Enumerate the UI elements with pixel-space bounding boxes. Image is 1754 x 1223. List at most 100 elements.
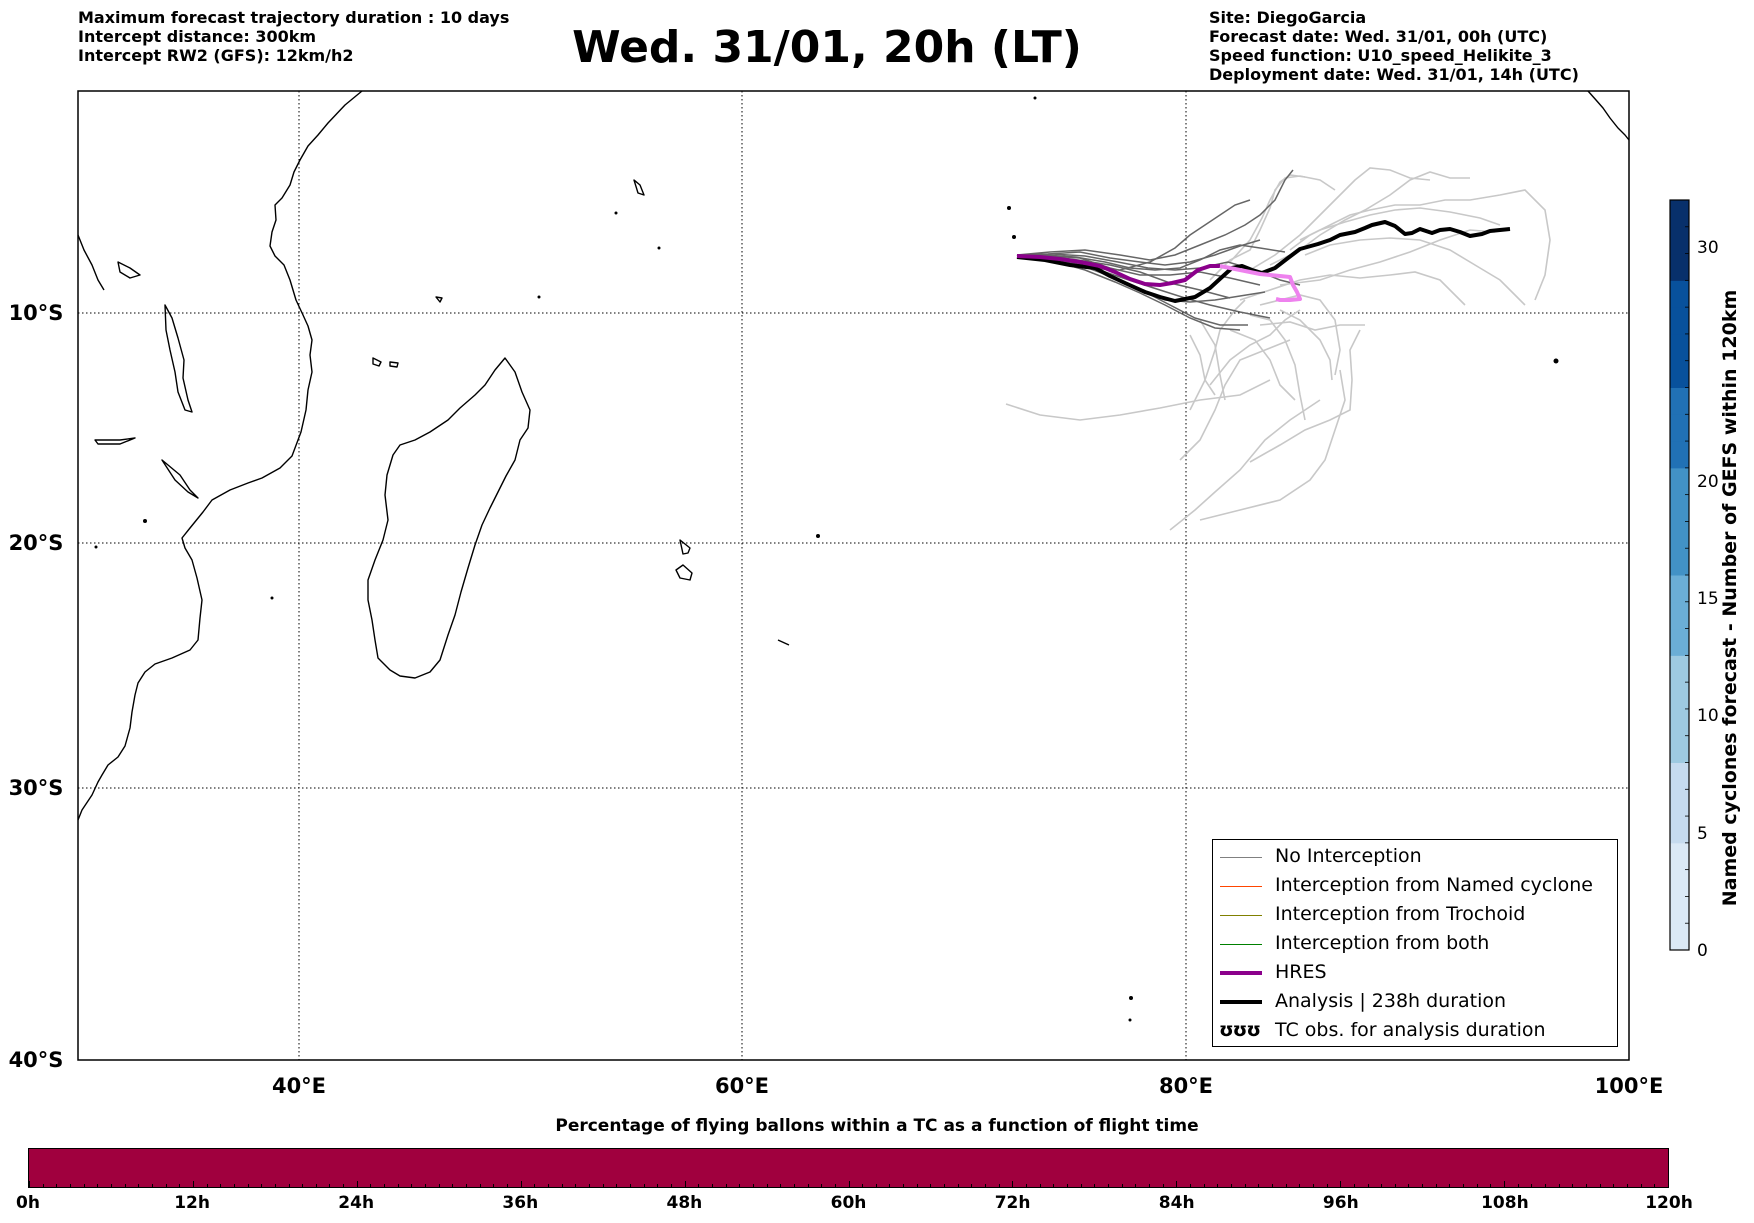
- colorbar-segment: [1670, 414, 1689, 442]
- colorbar-segment: [1670, 842, 1689, 871]
- legend-label: Interception from Named cyclone: [1275, 874, 1593, 896]
- hres-trajectory: [1016, 254, 1220, 287]
- colorbar-segment: [1670, 253, 1689, 281]
- colorbar-minor-tick: [1545, 1184, 1547, 1187]
- colorbar-minor-tick: [397, 1184, 399, 1187]
- colorbar-segment: [1670, 869, 1689, 897]
- legend-swatch: [1220, 971, 1262, 975]
- colorbar-minor-tick: [1217, 1184, 1219, 1187]
- colorbar-minor-tick: [629, 1184, 631, 1187]
- colorbar-tick-10: 10: [1697, 706, 1719, 726]
- colorbar-minor-tick: [247, 1184, 249, 1187]
- ensemble-track: [1229, 174, 1306, 263]
- lon-label-60e: 60°E: [715, 1074, 769, 1098]
- colorbar-minor-tick: [1067, 1184, 1069, 1187]
- colorbar-minor-tick: [151, 1184, 153, 1187]
- colorbar-minor-tick: [507, 1184, 509, 1187]
- colorbar-minor-tick: [110, 1184, 112, 1187]
- island-amirante-1: [614, 211, 618, 215]
- colorbar-minor-tick: [274, 1184, 276, 1187]
- colorbar-tick-15: 15: [1697, 589, 1719, 609]
- colorbar-minor-tick: [233, 1184, 235, 1187]
- lon-label-100e: 100°E: [1595, 1074, 1664, 1098]
- colorbar-minor-tick: [670, 1184, 672, 1187]
- colorbar-minor-tick: [575, 1184, 577, 1187]
- flight-time-tick-label: 48h: [666, 1193, 703, 1213]
- lake-malawi: [164, 304, 193, 413]
- colorbar-minor-tick: [1394, 1184, 1396, 1187]
- colorbar-segment: [1670, 307, 1689, 335]
- flight-time-tick-label: 96h: [1322, 1193, 1359, 1213]
- ensemble-track: [1189, 299, 1246, 411]
- colorbar-tick-0: 0: [1697, 941, 1708, 961]
- island-maldives-2: [1007, 206, 1011, 210]
- named-cyclones-colorbar: 0 5 10 15 20 30 Named cyclones forecast …: [1669, 199, 1741, 961]
- colorbar-minor-tick: [1026, 1184, 1028, 1187]
- colorbar-minor-tick: [930, 1184, 932, 1187]
- colorbar-minor-tick: [944, 1184, 946, 1187]
- legend-label: Analysis | 238h duration: [1275, 990, 1507, 1012]
- rodrigues-islands: [777, 639, 790, 646]
- ensemble-track: [1299, 207, 1501, 241]
- colorbar-minor-tick: [807, 1184, 809, 1187]
- colorbar-minor-tick: [1012, 1181, 1014, 1187]
- colorbar-minor-tick: [42, 1184, 44, 1187]
- colorbar-minor-tick: [1408, 1184, 1410, 1187]
- no-interception-track: [1016, 169, 1294, 261]
- legend-swatch: [1220, 1000, 1262, 1004]
- colorbar-segments: [1670, 200, 1689, 951]
- colorbar-minor-tick: [1613, 1184, 1615, 1187]
- colorbar-minor-tick: [1244, 1184, 1246, 1187]
- small-islands: [94, 96, 1559, 1022]
- colorbar-minor-tick: [971, 1184, 973, 1187]
- colorbar-minor-tick: [425, 1184, 427, 1187]
- flight-time-tick-label: 24h: [338, 1193, 375, 1213]
- africa-coastline: [77, 90, 363, 821]
- comoros-1: [372, 357, 382, 367]
- colorbar-segment: [1670, 333, 1689, 362]
- comoros-2: [389, 361, 399, 368]
- legend-item-both: Interception from both: [1213, 930, 1617, 959]
- site-info: Site: DiegoGarcia Forecast date: Wed. 31…: [1209, 8, 1579, 84]
- flight-time-colorbar: [28, 1148, 1669, 1188]
- colorbar-minor-tick: [1135, 1184, 1137, 1187]
- colorbar-minor-tick: [1599, 1184, 1601, 1187]
- colorbar-minor-tick: [1285, 1184, 1287, 1187]
- colorbar-minor-tick: [616, 1184, 618, 1187]
- colorbar-minor-tick: [1476, 1184, 1478, 1187]
- lat-label-20s: 20°S: [9, 531, 64, 555]
- colorbar-minor-tick: [520, 1181, 522, 1187]
- colorbar-minor-tick: [1176, 1181, 1178, 1187]
- mauritius-reunion: [675, 564, 693, 581]
- lake-small-2: [161, 459, 199, 499]
- ensemble-track: [1304, 237, 1526, 306]
- colorbar-minor-tick: [985, 1184, 987, 1187]
- colorbar-minor-tick: [1340, 1181, 1342, 1187]
- colorbar-minor-tick: [302, 1184, 304, 1187]
- island-amsterdam: [1129, 996, 1133, 1000]
- colorbar-minor-tick: [1367, 1184, 1369, 1187]
- longitude-labels: 40°E 60°E 80°E 100°E: [272, 1074, 1663, 1098]
- colorbar-minor-tick: [875, 1184, 877, 1187]
- seychelles-1: [633, 179, 645, 196]
- legend-swatch: [1220, 857, 1262, 858]
- lon-label-40e: 40°E: [272, 1074, 326, 1098]
- ensemble-track: [1199, 369, 1346, 521]
- colorbar-minor-tick: [752, 1184, 754, 1187]
- coastlines: [77, 90, 1630, 821]
- colorbar-segment: [1670, 816, 1689, 844]
- ensemble-track: [1269, 171, 1470, 266]
- colorbar-minor-tick: [438, 1184, 440, 1187]
- colorbar-minor-tick: [1654, 1184, 1656, 1187]
- colorbar-minor-tick: [889, 1184, 891, 1187]
- colorbar-minor-tick: [411, 1184, 413, 1187]
- legend-item-analysis: Analysis | 238h duration: [1213, 988, 1617, 1017]
- colorbar-minor-tick: [29, 1181, 30, 1187]
- lake-small-1: [94, 437, 136, 445]
- legend-label: No Interception: [1275, 845, 1422, 867]
- legend-item-hres: HRES: [1213, 959, 1617, 988]
- colorbar-segment: [1670, 360, 1689, 388]
- map-legend: No Interception Interception from Named …: [1212, 839, 1618, 1047]
- speed-function: Speed function: U10_speed_Helikite_3: [1209, 46, 1552, 65]
- colorbar-minor-tick: [1627, 1184, 1629, 1187]
